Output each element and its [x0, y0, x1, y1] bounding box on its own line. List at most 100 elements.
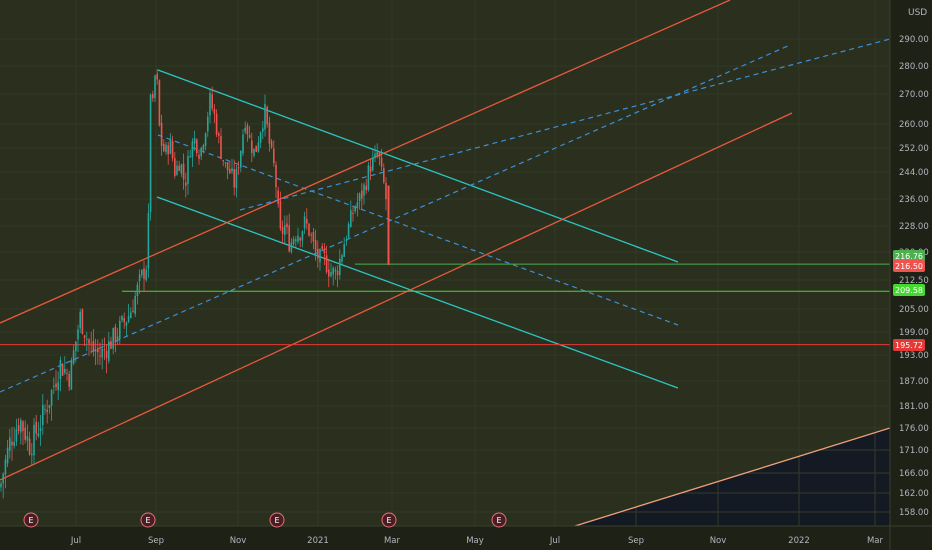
- candle-body: [105, 350, 108, 359]
- candle-body: [196, 139, 198, 154]
- price-tick-label: 162.00: [899, 489, 929, 499]
- candle-body: [330, 272, 332, 277]
- candle-body: [198, 154, 200, 159]
- candle-body: [240, 151, 242, 168]
- candle-body: [213, 108, 216, 114]
- candle-body: [189, 156, 191, 158]
- candle-body: [167, 145, 169, 155]
- price-tick-label: 158.00: [899, 508, 929, 518]
- candle-body: [112, 328, 114, 349]
- earnings-marker-label: E: [274, 516, 279, 525]
- candle-body: [202, 145, 205, 150]
- candle-body: [363, 184, 365, 196]
- candle-body: [134, 295, 136, 314]
- candle-body: [130, 312, 132, 319]
- candle-body: [123, 317, 125, 323]
- candle-body: [20, 420, 22, 433]
- candles: [0, 69, 390, 499]
- earnings-marker[interactable]: [381, 512, 397, 528]
- earnings-marker-label: E: [28, 516, 33, 525]
- candle-body: [264, 103, 266, 130]
- candle-body: [0, 483, 2, 488]
- candle-body: [114, 326, 117, 343]
- candle-body: [253, 148, 255, 156]
- candle-body: [169, 138, 172, 154]
- candle-body: [367, 165, 370, 190]
- candle-body: [295, 239, 297, 242]
- candle-body: [72, 350, 75, 364]
- candle-body: [211, 94, 213, 109]
- price-tick-label: 212.50: [899, 276, 929, 286]
- price-tick-label: 260.00: [899, 120, 929, 130]
- candle-body: [347, 224, 350, 238]
- candle-body: [369, 166, 372, 172]
- candle-body: [255, 145, 257, 152]
- candle-body: [354, 206, 356, 212]
- earnings-marker-label: E: [496, 516, 501, 525]
- candle-body: [345, 239, 348, 242]
- candle-body: [174, 158, 176, 176]
- price-tag-label: 216.76: [895, 252, 923, 261]
- earnings-marker[interactable]: [269, 512, 285, 528]
- candle-body: [246, 125, 249, 135]
- price-tick-label: 270.00: [899, 90, 929, 100]
- candle-body: [44, 408, 46, 410]
- candle-body: [306, 218, 308, 224]
- earnings-marker[interactable]: [23, 512, 39, 528]
- candle-body: [334, 269, 337, 272]
- price-tick-label: 290.00: [899, 35, 929, 45]
- earnings-marker[interactable]: [491, 512, 507, 528]
- candle-body: [321, 246, 323, 250]
- candle-body: [31, 453, 33, 456]
- price-tag: [893, 339, 925, 351]
- earnings-marker-label: E: [145, 516, 150, 525]
- candle-body: [92, 340, 95, 351]
- time-axis: Jul Sep Nov 2021 Mar May Jul Sep Nov 2022 Mar: [70, 536, 884, 546]
- candle-body: [127, 315, 130, 322]
- candle-body: [145, 269, 147, 280]
- horizontal-levels: [0, 263, 890, 346]
- candle-body: [59, 360, 62, 380]
- candle-body: [209, 93, 211, 116]
- candle-body: [251, 140, 253, 153]
- candle-body: [55, 383, 57, 388]
- candle-body: [268, 122, 271, 144]
- candle-body: [244, 127, 246, 132]
- candle-body: [22, 421, 24, 432]
- candle-body: [101, 348, 103, 358]
- candle-body: [383, 168, 385, 183]
- candle-body: [352, 212, 354, 215]
- candle-body: [248, 134, 251, 138]
- candle-body: [94, 349, 97, 352]
- candle-body: [88, 339, 90, 344]
- candle-body: [257, 142, 260, 152]
- candle-body: [64, 368, 66, 373]
- candle-body: [75, 341, 77, 352]
- price-tick-label: 176.00: [899, 424, 929, 434]
- candle-body: [121, 316, 123, 321]
- candle-body: [136, 284, 139, 296]
- candle-body: [279, 200, 282, 229]
- earnings-marker[interactable]: [140, 512, 156, 528]
- price-tick-label: 181.00: [899, 402, 929, 412]
- price-tick-label: 228.00: [899, 222, 929, 232]
- candle-body: [57, 382, 59, 390]
- candle-body: [176, 165, 178, 175]
- price-tick-label: 199.00: [899, 328, 929, 338]
- price-tick-label: 205.00: [899, 305, 929, 315]
- candle-body: [103, 349, 106, 351]
- candle-body: [110, 341, 112, 349]
- price-tag: [893, 250, 925, 262]
- ascending-channel-lower: [0, 112, 793, 481]
- candle-body: [61, 364, 64, 376]
- candle-body: [218, 133, 220, 136]
- candle-body: [141, 270, 143, 276]
- time-tick-label: Mar: [867, 536, 884, 546]
- candle-body: [290, 242, 293, 252]
- price-tick-label: 193.00: [899, 351, 929, 361]
- candle-body: [328, 269, 330, 277]
- candle-body: [165, 144, 167, 153]
- candle-body: [323, 250, 326, 254]
